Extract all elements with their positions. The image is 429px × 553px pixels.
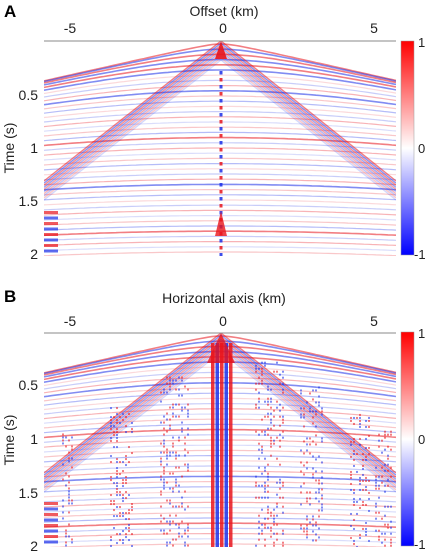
panel-a-cb-tick-neg1: -1 (414, 247, 426, 262)
panel-a-ytick-2: 2 (30, 246, 38, 262)
panel-a-letter: A (4, 2, 16, 21)
panel-b: B Horizontal axis (km) -5 0 5 Time (s) 0… (1, 287, 426, 553)
panel-a-ytick-0.5: 0.5 (19, 87, 39, 103)
panel-a-colorbar (400, 40, 415, 256)
panel-b-letter: B (4, 287, 16, 306)
panel-b-cb-tick-neg1: -1 (414, 537, 426, 552)
panel-b-xtick-0: 0 (219, 313, 227, 329)
panel-b-migrated-image (44, 333, 396, 547)
panel-b-xtick-neg5: -5 (64, 313, 77, 329)
panel-a-xtick-5: 5 (370, 20, 378, 36)
panel-b-cb-tick-1: 1 (418, 326, 425, 341)
panel-b-ytick-2: 2 (30, 538, 38, 553)
panel-a-ytick-1: 1 (30, 140, 38, 156)
panel-b-colorbar (400, 331, 415, 547)
panel-a-xtick-neg5: -5 (64, 20, 77, 36)
panel-b-ytick-1.5: 1.5 (19, 485, 39, 501)
panel-a-cb-tick-0: 0 (418, 141, 425, 156)
panel-a-seismic-image (44, 41, 396, 256)
panel-a-xlabel: Offset (km) (190, 3, 259, 19)
panel-a-cb-tick-1: 1 (418, 35, 425, 50)
panel-a: A Offset (km) -5 0 5 Time (s) 0.5 1 1.5 … (1, 2, 426, 262)
panel-a-ylabel: Time (s) (1, 123, 17, 174)
panel-b-cb-tick-0: 0 (418, 432, 425, 447)
panel-b-xtick-5: 5 (370, 313, 378, 329)
panel-b-ytick-0.5: 0.5 (19, 377, 39, 393)
panel-b-xlabel: Horizontal axis (km) (162, 290, 286, 306)
panel-a-ytick-1.5: 1.5 (19, 193, 39, 209)
panel-b-ylabel: Time (s) (1, 415, 17, 466)
panel-a-xtick-0: 0 (219, 20, 227, 36)
panel-b-ytick-1: 1 (30, 431, 38, 447)
